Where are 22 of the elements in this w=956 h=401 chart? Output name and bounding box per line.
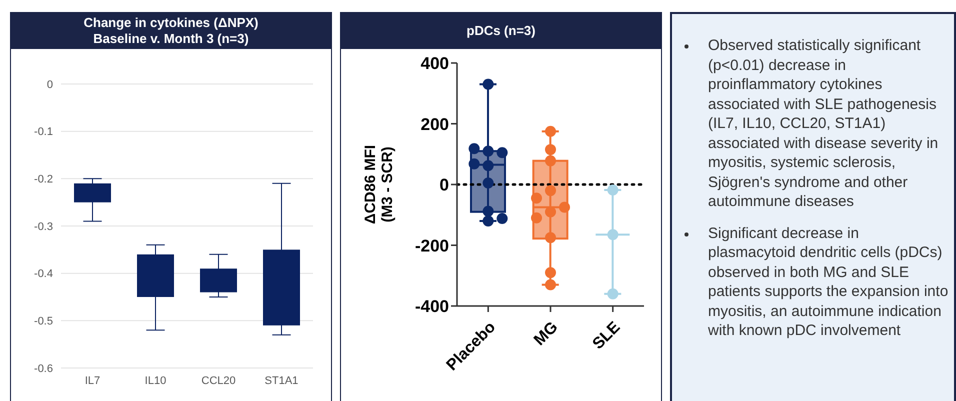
text: Observed statistically significant (p<0.01) decrease in proinflammatory cytokines associated with SLE pathogenesis (IL7, IL10, CCL20, ST1A1) associated with disease severity in myositis, systemic sclerosis, Sjögren's syndrome and other autoimmune diseases bbox=[708, 37, 938, 210]
y-tick-label: -0.2 bbox=[34, 174, 53, 186]
y-axis-title: ΔCD86 MFI (M3 - SCR) bbox=[362, 144, 396, 224]
y-tick-label: -400 bbox=[414, 297, 449, 316]
chart-title: pDCs (n=3) bbox=[466, 23, 536, 39]
x-tick-label: ST1A1 bbox=[264, 374, 298, 387]
y-tick-label: 200 bbox=[420, 114, 449, 134]
x-tick-label: IL10 bbox=[144, 374, 166, 387]
y-tick-label: -0.6 bbox=[34, 362, 53, 375]
chart-title: Change in cytokines (ΔNPX) Baseline v. Month 3 (n=3) bbox=[84, 15, 258, 47]
y-tick-label: -0.3 bbox=[34, 220, 53, 233]
y-tick-label: -0.5 bbox=[34, 316, 53, 328]
x-tick-label: MG bbox=[531, 318, 562, 350]
y-tick-label: 0 bbox=[46, 78, 53, 91]
y-tick-label: -200 bbox=[414, 236, 449, 256]
x-tick-label: IL7 bbox=[84, 374, 100, 387]
y-tick-label: -0.4 bbox=[34, 268, 53, 280]
x-tick-label: CCL20 bbox=[201, 374, 236, 387]
text: Significant decrease in plasmacytoid dendritic cells (pDCs) observed in both MG and SLE patients supports the expansion into myositis, an autoimmune indication with known pDC involvement bbox=[708, 224, 950, 340]
y-tick-label: 400 bbox=[420, 54, 449, 74]
y-tick-label: -0.1 bbox=[34, 126, 53, 138]
y-tick-label: 0 bbox=[440, 176, 449, 195]
